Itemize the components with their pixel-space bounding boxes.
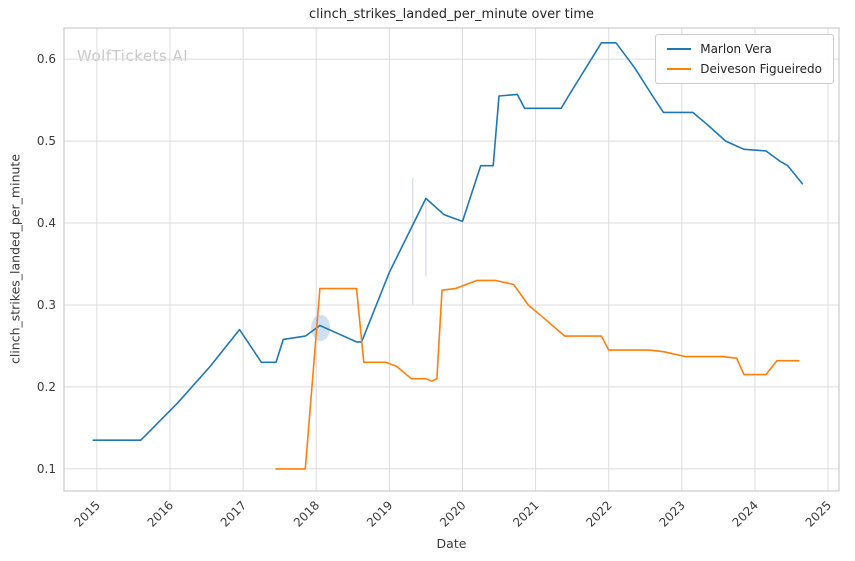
y-axis-label: clinch_strikes_landed_per_minute	[7, 153, 23, 365]
legend-line-swatch	[667, 68, 692, 70]
series-line-1	[275, 279, 800, 470]
x-axis-label: Date	[436, 536, 467, 551]
x-tick-label: 2022	[583, 498, 614, 529]
series-line-0	[92, 41, 804, 442]
legend-label: Deiveson Figueiredo	[700, 62, 822, 76]
legend-item: Deiveson Figueiredo	[667, 62, 822, 76]
y-tick-label: 0.1	[37, 462, 56, 476]
legend-label: Marlon Vera	[700, 42, 772, 56]
x-tick-label: 2025	[803, 498, 834, 529]
x-tick-label: 2015	[72, 498, 103, 529]
x-tick-label: 2023	[656, 498, 687, 529]
legend: Marlon Vera Deiveson Figueiredo	[655, 34, 834, 84]
y-tick-label: 0.4	[37, 216, 56, 230]
y-tick-label: 0.2	[37, 380, 56, 394]
x-tick-label: 2019	[364, 498, 395, 529]
legend-item: Marlon Vera	[667, 42, 822, 56]
legend-line-swatch	[667, 48, 692, 50]
x-tick-label: 2016	[145, 498, 176, 529]
x-tick-label: 2018	[291, 498, 322, 529]
x-tick-label: 2020	[437, 498, 468, 529]
chart-title: clinch_strikes_landed_per_minute over ti…	[308, 7, 595, 22]
x-tick-label: 2024	[730, 498, 761, 529]
y-tick-label: 0.3	[37, 298, 56, 312]
y-tick-label: 0.6	[37, 52, 56, 66]
confidence-band	[311, 314, 331, 341]
watermark: WolfTickets.AI	[77, 47, 189, 65]
x-tick-label: 2017	[218, 498, 249, 529]
y-tick-label: 0.5	[37, 134, 56, 148]
plot-border	[63, 27, 840, 492]
x-tick-label: 2021	[510, 498, 541, 529]
